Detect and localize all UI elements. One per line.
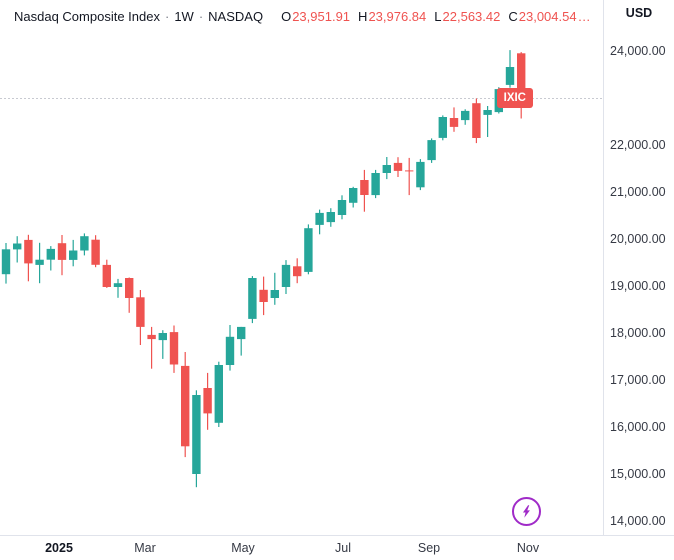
candle-body [259,289,268,302]
legend-truncation: … [577,9,591,24]
candle-body [80,236,89,251]
candle-body [461,110,470,121]
candle-body [349,188,358,203]
time-axis-year-label: 2025 [45,541,73,555]
candle-body [147,334,156,340]
candle-body [293,266,302,277]
legend-separator: · [198,9,204,24]
time-axis-month-label: May [231,541,255,555]
candle-body [169,332,179,365]
candle-body [472,103,481,138]
symbol-price-flag: IXIC [496,88,533,108]
candle-body [360,180,369,195]
candle-body [382,165,391,173]
legend-separator: · [164,9,170,24]
candle-body [69,250,78,260]
symbol-legend: Nasdaq Composite Index · 1W · NASDAQ O23,951.… [14,9,591,25]
price-tick-label: 19,000.00 [610,279,666,293]
price-tick-label: 17,000.00 [610,373,666,387]
candle-body [281,264,291,287]
candle-body [46,248,55,260]
candle-body [35,259,44,265]
time-axis-month-label: Mar [134,541,156,555]
time-axis-month-label: Sep [417,541,441,555]
candle-body [225,336,235,365]
candle-body [13,243,22,250]
candle-body [91,239,100,265]
candle-body [203,388,212,414]
high-value: 23,976.84 [368,9,427,24]
price-tick-label: 14,000.00 [610,514,666,528]
candle-body [158,333,167,341]
time-axis[interactable]: 2025 Mar May Jul Sep Nov [0,535,674,560]
candle-body [214,365,223,423]
high-label: H [358,9,368,24]
candle-body [427,140,436,161]
low-value: 22,563.42 [442,9,501,24]
price-axis[interactable]: USD 24,000.00 22,000.00 21,000.00 20,000.00… [603,0,674,535]
price-tick-label: 20,000.00 [610,232,666,246]
candle-body [102,264,111,287]
candle-body [405,170,414,172]
lightning-icon [522,505,530,518]
candle-body [449,118,459,127]
price-tick-label: 15,000.00 [610,467,666,481]
candle-body [57,243,67,260]
candle-body [1,249,11,275]
candle-body [315,212,324,225]
candle-body [304,228,313,272]
candle-body [393,162,403,171]
candle-body [270,290,279,298]
chart-pane[interactable]: Nasdaq Composite Index · 1W · NASDAQ O23,951.… [0,0,604,535]
candle-body [136,297,145,327]
legend-interval[interactable]: 1W [174,9,194,24]
candle-body [181,365,190,447]
candle-body [248,278,257,319]
price-tick-label: 21,000.00 [610,185,666,199]
candle-body [237,326,246,340]
candle-body [483,110,492,115]
time-axis-month-label: Jul [335,541,351,555]
close-label: C [508,9,518,24]
candle-body [326,212,335,223]
price-tick-label: 24,000.00 [610,44,666,58]
price-tick-label: 22,000.00 [610,138,666,152]
price-tick-label: 16,000.00 [610,420,666,434]
open-value: 23,951.91 [292,9,351,24]
candle-body [113,283,123,287]
open-label: O [281,9,292,24]
candlestick-chart[interactable] [0,0,604,535]
close-value: 23,004.54 [518,9,577,24]
currency-label: USD [625,6,653,20]
candle-body [337,200,347,215]
candle-body [416,161,425,188]
candle-body [371,173,380,196]
legend-symbol-title[interactable]: Nasdaq Composite Index [14,9,160,24]
legend-exchange[interactable]: NASDAQ [208,9,264,24]
candle-body [192,395,201,474]
time-axis-month-label: Nov [516,541,540,555]
ohlc-readout: O23,951.91 H23,976.84 L22,563.42 C23,004.54… [273,9,591,24]
low-label: L [434,9,442,24]
candle-body [505,67,515,85]
price-tick-label: 18,000.00 [610,326,666,340]
candle-body [125,278,134,298]
candle-body [24,239,33,264]
candle-body [517,53,526,98]
candle-body [438,117,447,138]
instant-trading-button[interactable] [512,497,541,526]
